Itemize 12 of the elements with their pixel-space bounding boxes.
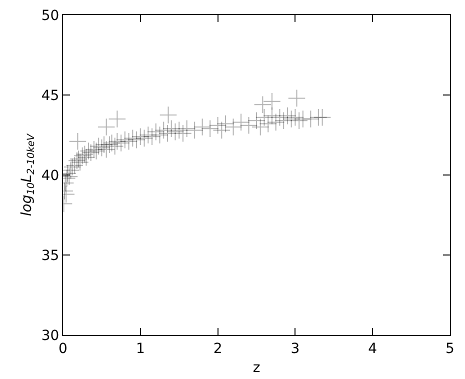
x-tick-label: 1 bbox=[136, 340, 145, 357]
y-tick-label: 35 bbox=[41, 248, 60, 264]
x-axis-title: z bbox=[252, 360, 260, 376]
x-tick-label: 3 bbox=[290, 340, 300, 357]
y-tick-label: 40 bbox=[41, 168, 60, 184]
y-tick-label: 50 bbox=[41, 8, 60, 24]
x-tick-label: 2 bbox=[213, 340, 222, 357]
x-tick-label: 5 bbox=[446, 340, 454, 357]
x-tick-label: 4 bbox=[368, 340, 378, 357]
x-tick-label: 0 bbox=[58, 340, 68, 357]
y-tick-label: 45 bbox=[41, 88, 60, 104]
y-tick-label: 30 bbox=[41, 328, 60, 344]
